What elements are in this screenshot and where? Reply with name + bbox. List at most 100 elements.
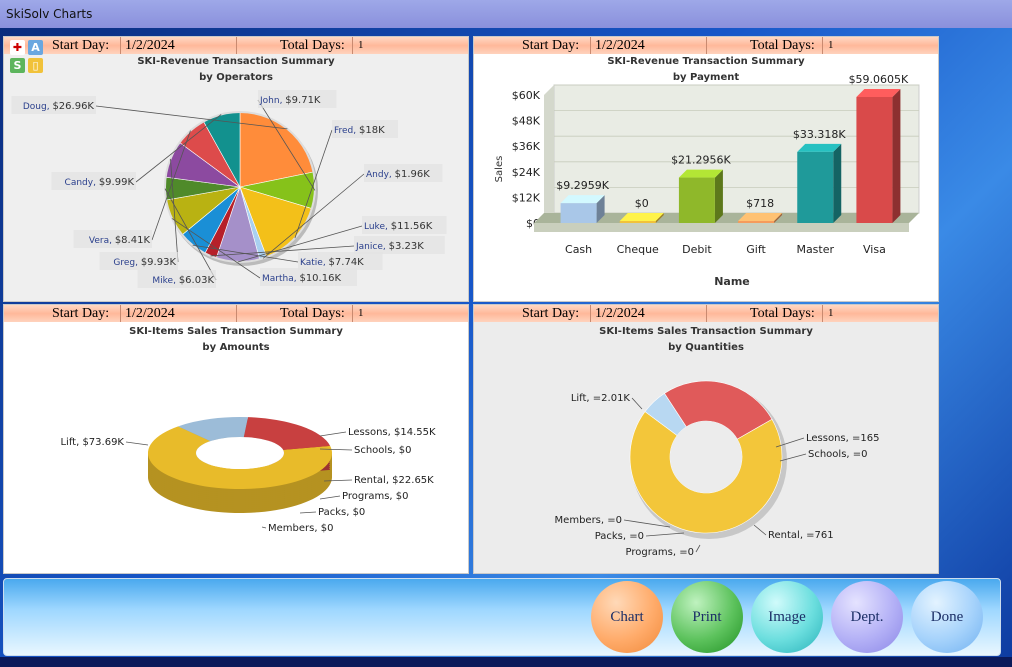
operators-pie-chart: Doug, $26.96K John, $9.71K Fred, $18K Andy,… bbox=[11, 90, 447, 288]
start-day-value: 1/2/2024 bbox=[595, 306, 645, 321]
slice-label: Fred, $18K bbox=[334, 125, 385, 136]
y-tick-label: $48K bbox=[512, 115, 541, 128]
y-tick-label: $36K bbox=[512, 140, 541, 153]
leader-line bbox=[210, 245, 355, 257]
chart-title: SKI-Items Sales Transaction Summary bbox=[129, 326, 343, 337]
leader-line bbox=[135, 114, 222, 183]
leader-line bbox=[151, 130, 191, 241]
slice-label: Doug, $26.96K bbox=[23, 101, 95, 112]
x-tick-label: Debit bbox=[682, 243, 712, 256]
leader-line bbox=[631, 397, 643, 410]
quantities-chart-panel: Start Day: 1/2/2024 Total Days: 1 SKI-It… bbox=[473, 304, 939, 574]
start-day-label: Start Day: bbox=[52, 38, 110, 53]
total-days-label: Total Days: bbox=[280, 306, 345, 321]
slice-label: Programs, =0 bbox=[625, 547, 694, 558]
dept-button[interactable]: Dept. bbox=[831, 581, 903, 653]
s-icon[interactable]: S bbox=[10, 58, 25, 73]
text-a-icon[interactable]: A bbox=[28, 40, 43, 55]
bar-value-label: $718 bbox=[746, 197, 774, 210]
panel-header: Start Day: 1/2/2024 Total Days: 1 bbox=[4, 37, 468, 54]
toolbar-icons: ✚ A S ▯ bbox=[10, 40, 50, 76]
leader-line bbox=[323, 479, 353, 482]
total-days-label: Total Days: bbox=[750, 306, 815, 321]
start-day-label: Start Day: bbox=[522, 38, 580, 53]
donut-hole bbox=[670, 421, 742, 493]
x-tick-label: Master bbox=[796, 243, 834, 256]
slice-label: Packs, =0 bbox=[595, 531, 644, 542]
donut-slice bbox=[148, 426, 332, 489]
leader-line bbox=[95, 105, 288, 130]
leader-line bbox=[294, 129, 333, 239]
bar bbox=[797, 143, 842, 223]
slice-label: Martha, $10.16K bbox=[262, 273, 341, 284]
plot-side-wall bbox=[544, 85, 554, 223]
add-icon[interactable]: ✚ bbox=[10, 40, 25, 55]
leader-line bbox=[319, 448, 353, 451]
leader-line bbox=[775, 437, 805, 448]
slice-label: Lessons, $14.55K bbox=[348, 427, 436, 438]
bar-value-label: $59.0605K bbox=[849, 73, 909, 86]
panel-header: Start Day: 1/2/2024 Total Days: 1 bbox=[474, 305, 938, 322]
y-axis-title: Sales bbox=[494, 156, 505, 183]
donut-slice bbox=[243, 417, 331, 450]
page-icon[interactable]: ▯ bbox=[28, 58, 43, 73]
slice-label: Luke, $11.56K bbox=[364, 221, 433, 232]
total-days-value: 1 bbox=[828, 39, 834, 51]
bar bbox=[738, 213, 783, 223]
leader-line bbox=[319, 431, 347, 437]
bar-value-label: $9.2959K bbox=[556, 179, 609, 192]
done-button[interactable]: Done bbox=[911, 581, 983, 653]
bar bbox=[856, 89, 901, 223]
leader-line bbox=[125, 441, 149, 446]
leader-line bbox=[319, 495, 341, 500]
slice-label: Programs, $0 bbox=[342, 491, 408, 502]
total-days-label: Total Days: bbox=[750, 38, 815, 53]
slice-label: John, $9.71K bbox=[259, 95, 321, 106]
leader-line bbox=[695, 544, 701, 553]
slice-label: Schools, $0 bbox=[354, 445, 412, 456]
image-button[interactable]: Image bbox=[751, 581, 823, 653]
quantities-donut-chart: Lift, =2.01K Lessons, =165 Schools, =0 Rent… bbox=[555, 380, 879, 558]
x-tick-label: Visa bbox=[863, 243, 886, 256]
donut-hole bbox=[196, 437, 284, 469]
start-day-value: 1/2/2024 bbox=[595, 38, 645, 53]
total-days-value: 1 bbox=[358, 307, 364, 319]
bar-value-label: $21.2956K bbox=[671, 154, 731, 167]
print-button[interactable]: Print bbox=[671, 581, 743, 653]
taskbar-strip bbox=[0, 657, 1012, 667]
slice-label: Katie, $7.74K bbox=[300, 257, 364, 268]
slice-label: Andy, $1.96K bbox=[366, 169, 430, 180]
payment-chart-panel: Start Day: 1/2/2024 Total Days: 1 SKI-Re… bbox=[473, 36, 939, 302]
window-title: SkiSolv Charts bbox=[0, 0, 1012, 28]
x-tick-label: Cheque bbox=[617, 243, 659, 256]
leader-line bbox=[645, 532, 685, 537]
operators-chart-panel: Start Day: 1/2/2024 Total Days: 1 SKI-Re… bbox=[3, 36, 469, 302]
leader-line bbox=[299, 511, 317, 514]
y-tick-label: $12K bbox=[512, 191, 541, 204]
slice-label: Mike, $6.03K bbox=[152, 275, 214, 286]
slice-label: Rental, $22.65K bbox=[354, 475, 434, 486]
panel-header: Start Day: 1/2/2024 Total Days: 1 bbox=[4, 305, 468, 322]
total-days-label: Total Days: bbox=[280, 38, 345, 53]
chart-subtitle: by Operators bbox=[199, 72, 273, 83]
payment-bar-chart: $0$12K$24K$36K$48K$60K$9.2959KCash$0Cheq… bbox=[494, 73, 920, 288]
donut-slice bbox=[178, 417, 249, 442]
y-tick-label: $24K bbox=[512, 166, 541, 179]
chart-subtitle: by Quantities bbox=[668, 342, 744, 353]
slice-label: Vera, $8.41K bbox=[89, 235, 151, 246]
slice-label: Schools, =0 bbox=[808, 449, 868, 460]
leader-line bbox=[170, 158, 179, 263]
chart-button[interactable]: Chart bbox=[591, 581, 663, 653]
slice-label: Members, $0 bbox=[268, 523, 333, 534]
slice-label: Lift, =2.01K bbox=[571, 393, 631, 404]
y-tick-label: $60K bbox=[512, 89, 541, 102]
leader-line bbox=[171, 218, 261, 279]
total-days-value: 1 bbox=[828, 307, 834, 319]
start-day-value: 1/2/2024 bbox=[125, 306, 175, 321]
slice-label: Members, =0 bbox=[555, 515, 622, 526]
bar bbox=[619, 213, 664, 223]
leader-line bbox=[779, 453, 807, 462]
bar-value-label: $33.318K bbox=[793, 128, 846, 141]
x-tick-label: Cash bbox=[565, 243, 592, 256]
leader-line bbox=[753, 524, 767, 536]
